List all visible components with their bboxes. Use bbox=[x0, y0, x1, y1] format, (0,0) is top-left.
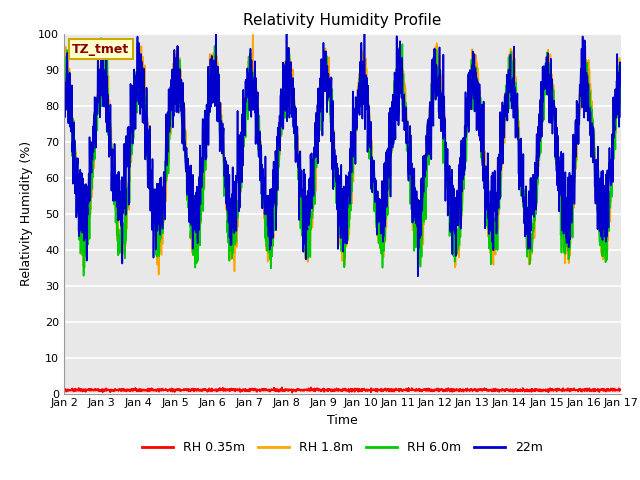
RH 0.35m bbox=[371, 386, 379, 392]
X-axis label: Time: Time bbox=[327, 414, 358, 427]
22m bbox=[584, 95, 591, 100]
RH 6.0m bbox=[371, 202, 379, 207]
RH 6.0m bbox=[359, 77, 367, 83]
RH 0.35m bbox=[568, 386, 576, 392]
RH 0.35m bbox=[289, 390, 296, 396]
Y-axis label: Relativity Humidity (%): Relativity Humidity (%) bbox=[20, 141, 33, 286]
RH 1.8m bbox=[505, 73, 513, 79]
Line: RH 6.0m: RH 6.0m bbox=[64, 38, 621, 276]
Text: TZ_tmet: TZ_tmet bbox=[72, 43, 130, 56]
RH 6.0m bbox=[80, 273, 88, 278]
Line: RH 0.35m: RH 0.35m bbox=[64, 387, 621, 393]
RH 0.35m bbox=[216, 387, 223, 393]
RH 0.35m bbox=[278, 384, 286, 390]
Line: RH 1.8m: RH 1.8m bbox=[64, 35, 621, 275]
RH 1.8m bbox=[568, 221, 576, 227]
RH 0.35m bbox=[505, 387, 513, 393]
Line: 22m: 22m bbox=[64, 34, 621, 276]
RH 6.0m bbox=[216, 130, 223, 135]
RH 1.8m bbox=[216, 98, 223, 104]
RH 1.8m bbox=[617, 64, 625, 70]
Title: Relativity Humidity Profile: Relativity Humidity Profile bbox=[243, 13, 442, 28]
RH 1.8m bbox=[60, 49, 68, 55]
22m bbox=[359, 59, 367, 64]
RH 1.8m bbox=[249, 32, 257, 38]
22m bbox=[371, 199, 379, 205]
RH 0.35m bbox=[617, 387, 625, 393]
RH 6.0m bbox=[617, 79, 625, 84]
RH 0.35m bbox=[584, 385, 591, 391]
22m bbox=[216, 100, 223, 106]
RH 1.8m bbox=[155, 272, 163, 277]
22m bbox=[212, 31, 220, 36]
22m bbox=[568, 189, 576, 195]
22m bbox=[505, 67, 513, 72]
RH 0.35m bbox=[60, 387, 68, 393]
RH 6.0m bbox=[97, 35, 105, 41]
RH 6.0m bbox=[584, 81, 591, 87]
22m bbox=[617, 81, 625, 87]
Legend: RH 0.35m, RH 1.8m, RH 6.0m, 22m: RH 0.35m, RH 1.8m, RH 6.0m, 22m bbox=[137, 436, 548, 459]
22m bbox=[414, 274, 422, 279]
RH 1.8m bbox=[371, 178, 379, 183]
RH 1.8m bbox=[359, 59, 367, 65]
RH 1.8m bbox=[584, 62, 591, 68]
RH 6.0m bbox=[60, 82, 68, 87]
22m bbox=[60, 43, 68, 48]
RH 0.35m bbox=[359, 386, 367, 392]
RH 6.0m bbox=[568, 191, 576, 197]
RH 6.0m bbox=[505, 54, 513, 60]
